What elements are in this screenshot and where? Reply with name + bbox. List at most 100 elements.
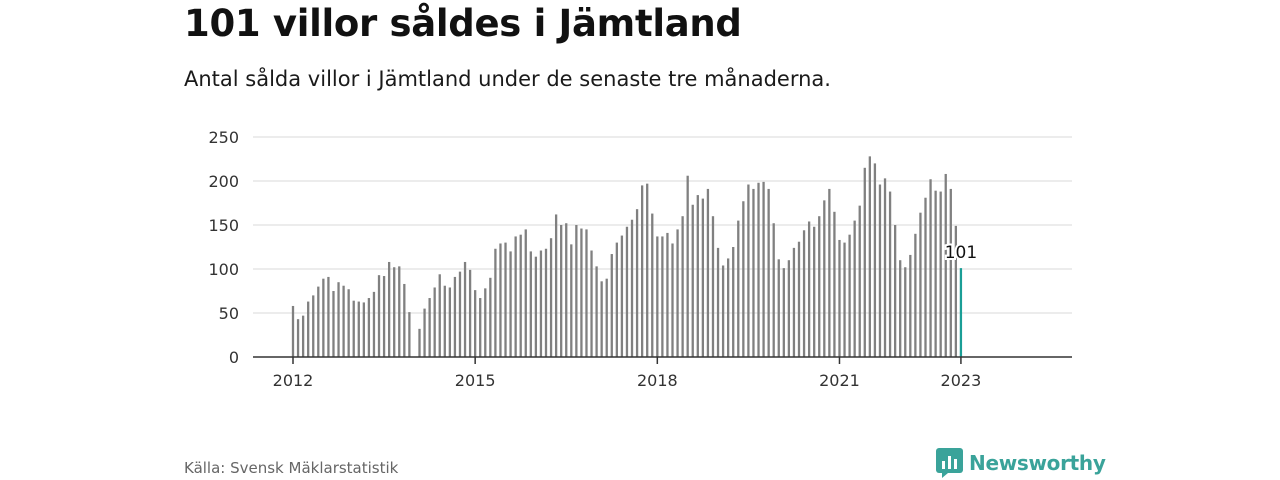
- bar: [372, 291, 376, 357]
- bar: [590, 250, 593, 357]
- bar: [519, 234, 522, 357]
- bar: [828, 188, 831, 357]
- bar: [585, 229, 588, 357]
- bar: [919, 212, 922, 357]
- bar: [337, 282, 340, 357]
- bar: [418, 328, 421, 357]
- bar: [489, 277, 492, 357]
- bar: [863, 167, 866, 357]
- y-tick-label: 200: [208, 172, 239, 191]
- bar: [848, 234, 851, 357]
- bar: [732, 247, 735, 357]
- bar: [833, 211, 836, 357]
- bar: [504, 242, 507, 357]
- bar: [479, 298, 482, 357]
- highlight-data-label: 101: [945, 243, 977, 263]
- bar: [468, 269, 472, 357]
- bar: [934, 190, 937, 357]
- bar: [544, 248, 548, 357]
- bar: [615, 242, 618, 357]
- bar: [534, 256, 538, 357]
- bar: [620, 235, 624, 357]
- bar: [858, 205, 861, 357]
- bar: [322, 278, 325, 357]
- x-tick-label: 2015: [455, 371, 496, 390]
- chart-subtitle: Antal sålda villor i Jämtland under de s…: [184, 67, 831, 91]
- x-axis-ticks: 2012 2015 2018 2021 2023: [273, 357, 981, 390]
- y-axis-ticks: 0 50 100 150 200 250: [208, 128, 239, 367]
- newsworthy-logo: Newsworthy: [936, 448, 1106, 478]
- bar: [883, 178, 887, 357]
- bar: [458, 271, 462, 357]
- bar: [640, 185, 644, 357]
- bar: [575, 225, 578, 357]
- bar: [367, 298, 371, 357]
- bar: [595, 266, 598, 357]
- bar: [362, 302, 365, 357]
- chart-title: 101 villor såldes i Jämtland: [184, 2, 742, 45]
- bar: [560, 225, 563, 357]
- bar: [797, 241, 801, 357]
- bar: [752, 188, 755, 357]
- bar: [625, 226, 629, 357]
- bar: [352, 300, 355, 357]
- bar: [853, 220, 856, 357]
- bar: [686, 175, 689, 357]
- y-tick-label: 100: [208, 260, 239, 279]
- bar-chart-icon: [936, 448, 963, 478]
- bar: [630, 219, 634, 357]
- bar: [327, 276, 330, 357]
- bar: [646, 183, 649, 357]
- y-tick-label: 250: [208, 128, 239, 147]
- bar: [387, 261, 391, 357]
- bar: [914, 233, 917, 357]
- bar: [706, 188, 710, 357]
- bar: [499, 243, 502, 357]
- bar: [656, 236, 659, 357]
- bar: [671, 243, 674, 357]
- bar: [792, 247, 796, 357]
- bar: [610, 254, 613, 357]
- bar: [787, 260, 791, 357]
- bar: [721, 265, 725, 357]
- bar: [484, 288, 487, 357]
- bar: [443, 285, 446, 357]
- bar: [929, 179, 932, 357]
- bar: [317, 286, 320, 357]
- bar: [524, 229, 527, 357]
- bar: [549, 238, 553, 357]
- bar: [509, 251, 512, 357]
- bar: [939, 191, 942, 357]
- bar: [382, 276, 386, 357]
- bar: [291, 305, 295, 357]
- bar: [438, 274, 441, 357]
- bar: [807, 221, 811, 357]
- x-tick-label: 2021: [819, 371, 860, 390]
- bar: [433, 287, 436, 357]
- bar: [949, 188, 952, 357]
- bar: [676, 229, 679, 357]
- x-tick-label: 2012: [273, 371, 314, 390]
- bar: [580, 228, 583, 357]
- bar: [742, 201, 745, 357]
- bar: [554, 214, 558, 357]
- y-tick-label: 0: [229, 348, 239, 367]
- bar: [823, 200, 826, 357]
- bar: [393, 267, 396, 357]
- bar: [762, 181, 765, 357]
- bar: [893, 225, 897, 357]
- bar: [767, 188, 770, 357]
- bar: [428, 298, 431, 357]
- bar: [711, 216, 715, 357]
- bar: [909, 254, 912, 357]
- bar: [818, 216, 821, 357]
- bar: [802, 230, 806, 357]
- bar: [529, 251, 532, 357]
- bar: [463, 261, 467, 357]
- bar: [737, 220, 740, 357]
- bar: [666, 232, 669, 357]
- bar: [899, 260, 902, 357]
- bar: [904, 267, 907, 357]
- bar: [377, 275, 381, 357]
- highlight-bar: [959, 268, 963, 357]
